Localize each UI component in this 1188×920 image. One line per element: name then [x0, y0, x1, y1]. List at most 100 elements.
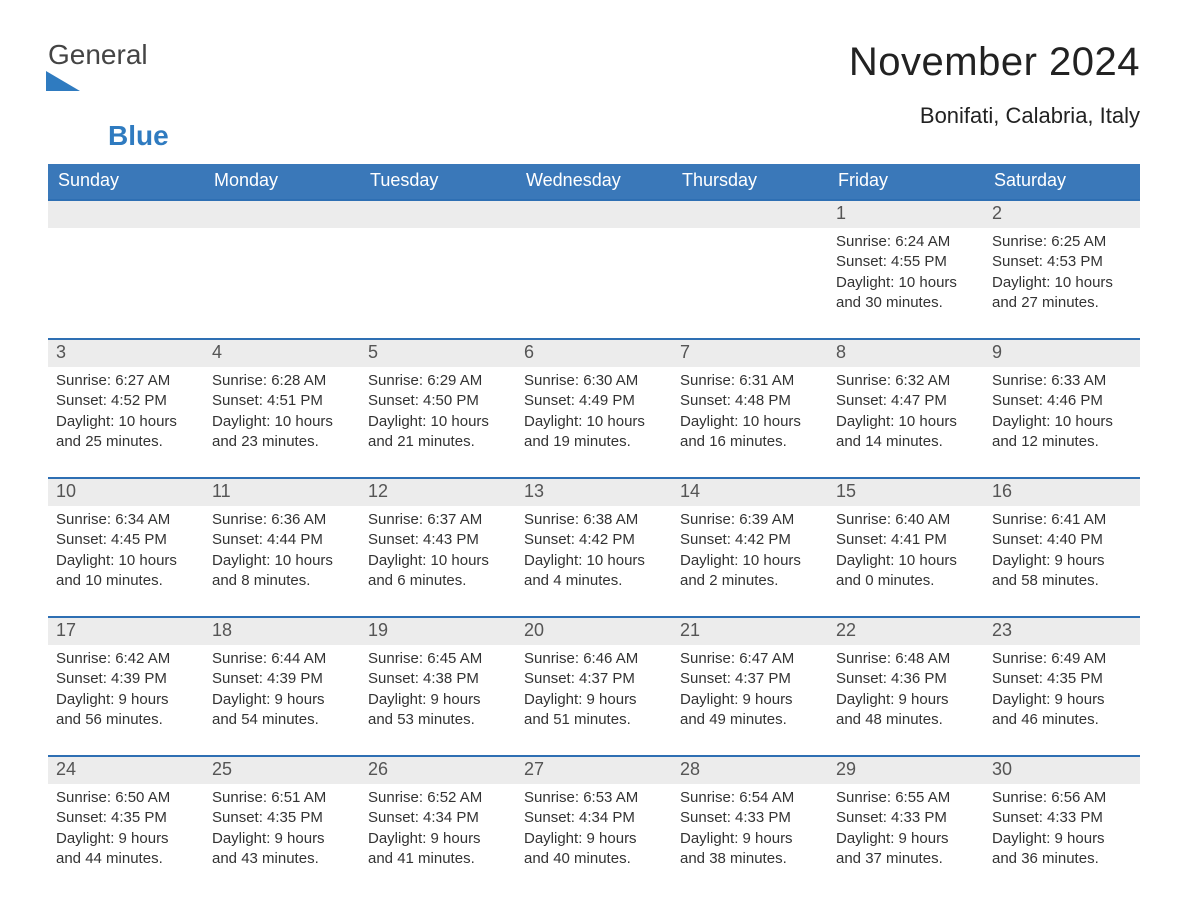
day-cell: Sunrise: 6:42 AMSunset: 4:39 PMDaylight:…: [48, 645, 204, 741]
day-number-row: 3456789: [48, 338, 1140, 367]
daylight-line: Daylight: 9 hours and 37 minutes.: [836, 829, 976, 870]
sunrise-line: Sunrise: 6:31 AM: [680, 371, 820, 391]
sunset-line: Sunset: 4:35 PM: [992, 669, 1132, 689]
daylight-line: Daylight: 9 hours and 43 minutes.: [212, 829, 352, 870]
dow-cell: Thursday: [672, 164, 828, 199]
day-number: 26: [360, 757, 516, 784]
sunrise-line: Sunrise: 6:28 AM: [212, 371, 352, 391]
sunset-line: Sunset: 4:41 PM: [836, 530, 976, 550]
daylight-line: Daylight: 10 hours and 16 minutes.: [680, 412, 820, 453]
daylight-line: Daylight: 9 hours and 44 minutes.: [56, 829, 196, 870]
day-number: 11: [204, 479, 360, 506]
day-number-row: 24252627282930: [48, 755, 1140, 784]
sunrise-line: Sunrise: 6:49 AM: [992, 649, 1132, 669]
sunset-line: Sunset: 4:49 PM: [524, 391, 664, 411]
week-row: 12Sunrise: 6:24 AMSunset: 4:55 PMDayligh…: [48, 199, 1140, 324]
dow-cell: Friday: [828, 164, 984, 199]
daylight-line: Daylight: 10 hours and 10 minutes.: [56, 551, 196, 592]
sunrise-line: Sunrise: 6:29 AM: [368, 371, 508, 391]
sunset-line: Sunset: 4:55 PM: [836, 252, 976, 272]
dow-cell: Monday: [204, 164, 360, 199]
day-number-empty: [672, 201, 828, 228]
sunset-line: Sunset: 4:40 PM: [992, 530, 1132, 550]
day-number: 6: [516, 340, 672, 367]
day-body-row: Sunrise: 6:50 AMSunset: 4:35 PMDaylight:…: [48, 784, 1140, 880]
daylight-line: Daylight: 9 hours and 53 minutes.: [368, 690, 508, 731]
day-cell: Sunrise: 6:45 AMSunset: 4:38 PMDaylight:…: [360, 645, 516, 741]
page: General Blue November 2024 Bonifati, Cal…: [0, 0, 1188, 920]
day-number: 23: [984, 618, 1140, 645]
day-number-empty: [360, 201, 516, 228]
day-number: 29: [828, 757, 984, 784]
day-number: 19: [360, 618, 516, 645]
daylight-line: Daylight: 9 hours and 40 minutes.: [524, 829, 664, 870]
sunset-line: Sunset: 4:36 PM: [836, 669, 976, 689]
sunrise-line: Sunrise: 6:47 AM: [680, 649, 820, 669]
day-cell: Sunrise: 6:48 AMSunset: 4:36 PMDaylight:…: [828, 645, 984, 741]
day-cell: Sunrise: 6:30 AMSunset: 4:49 PMDaylight:…: [516, 367, 672, 463]
sunset-line: Sunset: 4:53 PM: [992, 252, 1132, 272]
day-cell: Sunrise: 6:33 AMSunset: 4:46 PMDaylight:…: [984, 367, 1140, 463]
day-number: 15: [828, 479, 984, 506]
day-number: 13: [516, 479, 672, 506]
daylight-line: Daylight: 10 hours and 8 minutes.: [212, 551, 352, 592]
day-cell-empty: [360, 228, 516, 324]
calendar: SundayMondayTuesdayWednesdayThursdayFrid…: [48, 164, 1140, 880]
logo-text: General Blue: [48, 40, 169, 150]
day-number: 16: [984, 479, 1140, 506]
day-number: 17: [48, 618, 204, 645]
sunset-line: Sunset: 4:42 PM: [524, 530, 664, 550]
sunset-line: Sunset: 4:35 PM: [212, 808, 352, 828]
sunrise-line: Sunrise: 6:33 AM: [992, 371, 1132, 391]
sunset-line: Sunset: 4:37 PM: [524, 669, 664, 689]
daylight-line: Daylight: 10 hours and 21 minutes.: [368, 412, 508, 453]
sunset-line: Sunset: 4:34 PM: [524, 808, 664, 828]
week-row: 24252627282930Sunrise: 6:50 AMSunset: 4:…: [48, 755, 1140, 880]
day-number-row: 10111213141516: [48, 477, 1140, 506]
sunrise-line: Sunrise: 6:55 AM: [836, 788, 976, 808]
sunset-line: Sunset: 4:33 PM: [836, 808, 976, 828]
day-cell-empty: [48, 228, 204, 324]
day-number: 22: [828, 618, 984, 645]
day-cell: Sunrise: 6:32 AMSunset: 4:47 PMDaylight:…: [828, 367, 984, 463]
day-number-empty: [48, 201, 204, 228]
daylight-line: Daylight: 9 hours and 56 minutes.: [56, 690, 196, 731]
day-body-row: Sunrise: 6:24 AMSunset: 4:55 PMDaylight:…: [48, 228, 1140, 324]
sunset-line: Sunset: 4:47 PM: [836, 391, 976, 411]
day-cell: Sunrise: 6:53 AMSunset: 4:34 PMDaylight:…: [516, 784, 672, 880]
sunset-line: Sunset: 4:34 PM: [368, 808, 508, 828]
sunrise-line: Sunrise: 6:25 AM: [992, 232, 1132, 252]
daylight-line: Daylight: 9 hours and 54 minutes.: [212, 690, 352, 731]
day-cell: Sunrise: 6:36 AMSunset: 4:44 PMDaylight:…: [204, 506, 360, 602]
day-number: 7: [672, 340, 828, 367]
day-body-row: Sunrise: 6:34 AMSunset: 4:45 PMDaylight:…: [48, 506, 1140, 602]
triangle-flag-icon: [46, 69, 80, 91]
daylight-line: Daylight: 9 hours and 51 minutes.: [524, 690, 664, 731]
topbar: General Blue November 2024 Bonifati, Cal…: [48, 40, 1140, 150]
dow-cell: Saturday: [984, 164, 1140, 199]
day-cell: Sunrise: 6:25 AMSunset: 4:53 PMDaylight:…: [984, 228, 1140, 324]
sunrise-line: Sunrise: 6:34 AM: [56, 510, 196, 530]
day-cell: Sunrise: 6:27 AMSunset: 4:52 PMDaylight:…: [48, 367, 204, 463]
day-cell: Sunrise: 6:28 AMSunset: 4:51 PMDaylight:…: [204, 367, 360, 463]
daylight-line: Daylight: 10 hours and 30 minutes.: [836, 273, 976, 314]
sunrise-line: Sunrise: 6:24 AM: [836, 232, 976, 252]
day-cell: Sunrise: 6:56 AMSunset: 4:33 PMDaylight:…: [984, 784, 1140, 880]
daylight-line: Daylight: 10 hours and 0 minutes.: [836, 551, 976, 592]
days-of-week-header: SundayMondayTuesdayWednesdayThursdayFrid…: [48, 164, 1140, 199]
sunset-line: Sunset: 4:37 PM: [680, 669, 820, 689]
sunrise-line: Sunrise: 6:56 AM: [992, 788, 1132, 808]
day-cell: Sunrise: 6:47 AMSunset: 4:37 PMDaylight:…: [672, 645, 828, 741]
daylight-line: Daylight: 10 hours and 4 minutes.: [524, 551, 664, 592]
day-body-row: Sunrise: 6:42 AMSunset: 4:39 PMDaylight:…: [48, 645, 1140, 741]
dow-cell: Wednesday: [516, 164, 672, 199]
sunset-line: Sunset: 4:52 PM: [56, 391, 196, 411]
sunset-line: Sunset: 4:50 PM: [368, 391, 508, 411]
sunrise-line: Sunrise: 6:52 AM: [368, 788, 508, 808]
daylight-line: Daylight: 10 hours and 14 minutes.: [836, 412, 976, 453]
day-number: 30: [984, 757, 1140, 784]
day-cell: Sunrise: 6:46 AMSunset: 4:37 PMDaylight:…: [516, 645, 672, 741]
day-cell: Sunrise: 6:34 AMSunset: 4:45 PMDaylight:…: [48, 506, 204, 602]
logo-line1: General: [48, 39, 148, 70]
day-number-row: 17181920212223: [48, 616, 1140, 645]
